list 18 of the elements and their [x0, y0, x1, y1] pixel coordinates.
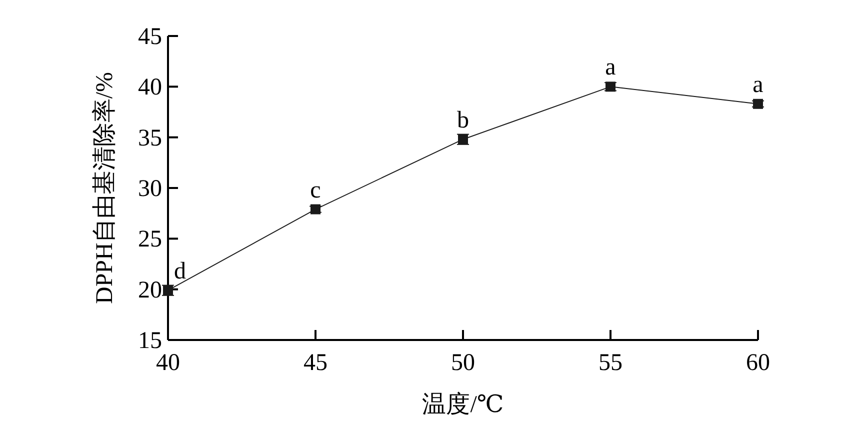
annotation: a [752, 72, 764, 98]
y-axis-title: DPPH自由基清除率/% [91, 72, 118, 304]
point [163, 285, 173, 296]
x-tick-label: 50 [451, 350, 475, 376]
y-tick-label: 35 [138, 125, 162, 152]
x-tick-label: 60 [746, 350, 770, 376]
x-tick-label: 55 [598, 350, 622, 376]
annotation: b [457, 107, 469, 134]
annotation: c [310, 177, 321, 204]
x-tick-label: 45 [304, 350, 328, 376]
y-tick-label: 20 [138, 277, 162, 304]
y-tick-label: 25 [138, 226, 162, 253]
y-tick-label: 45 [138, 24, 162, 50]
y-tick-label: 30 [138, 176, 162, 202]
y-tick-label: 40 [138, 74, 162, 101]
annotation: a [605, 54, 616, 81]
annotation: d [174, 258, 186, 284]
x-axis-title: 温度/℃ [422, 391, 504, 418]
